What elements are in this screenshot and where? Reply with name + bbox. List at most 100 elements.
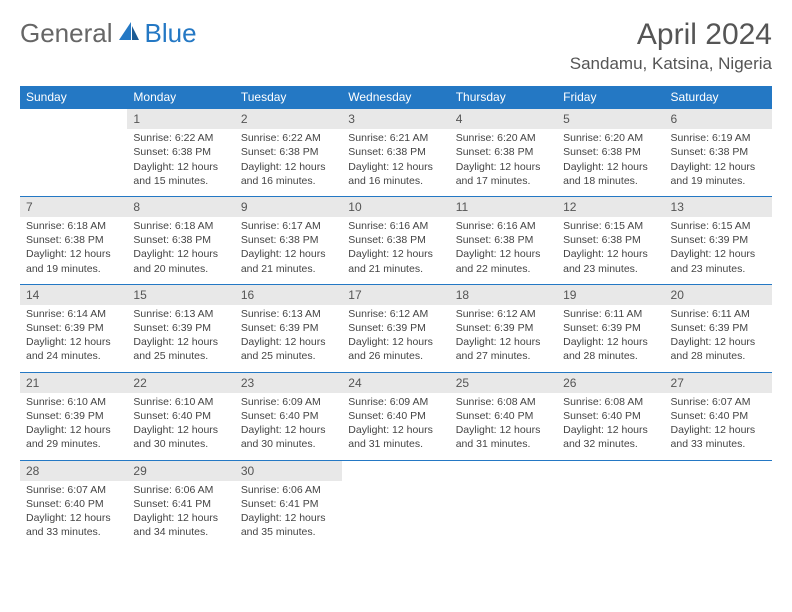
day-number [450, 461, 557, 465]
day-number: 4 [450, 109, 557, 129]
calendar-cell: 5Sunrise: 6:20 AMSunset: 6:38 PMDaylight… [557, 109, 664, 197]
day-content: Sunrise: 6:18 AMSunset: 6:38 PMDaylight:… [20, 217, 127, 284]
daylight-text: Daylight: 12 hours and 26 minutes. [348, 335, 443, 363]
sunset-text: Sunset: 6:40 PM [26, 497, 121, 511]
daylight-text: Daylight: 12 hours and 22 minutes. [456, 247, 551, 275]
sunrise-text: Sunrise: 6:17 AM [241, 219, 336, 233]
daylight-text: Daylight: 12 hours and 16 minutes. [241, 160, 336, 188]
sunrise-text: Sunrise: 6:07 AM [671, 395, 766, 409]
day-content: Sunrise: 6:15 AMSunset: 6:39 PMDaylight:… [665, 217, 772, 284]
day-number: 28 [20, 461, 127, 481]
day-number: 3 [342, 109, 449, 129]
calendar-cell: 10Sunrise: 6:16 AMSunset: 6:38 PMDayligh… [342, 196, 449, 284]
day-content: Sunrise: 6:07 AMSunset: 6:40 PMDaylight:… [20, 481, 127, 548]
day-number: 25 [450, 373, 557, 393]
calendar-cell: 1Sunrise: 6:22 AMSunset: 6:38 PMDaylight… [127, 109, 234, 197]
calendar-cell: 27Sunrise: 6:07 AMSunset: 6:40 PMDayligh… [665, 372, 772, 460]
sunset-text: Sunset: 6:40 PM [133, 409, 228, 423]
calendar-cell: 13Sunrise: 6:15 AMSunset: 6:39 PMDayligh… [665, 196, 772, 284]
day-number: 1 [127, 109, 234, 129]
calendar-cell: 2Sunrise: 6:22 AMSunset: 6:38 PMDaylight… [235, 109, 342, 197]
sunset-text: Sunset: 6:38 PM [133, 233, 228, 247]
daylight-text: Daylight: 12 hours and 17 minutes. [456, 160, 551, 188]
day-number: 26 [557, 373, 664, 393]
sunrise-text: Sunrise: 6:10 AM [26, 395, 121, 409]
day-content: Sunrise: 6:10 AMSunset: 6:40 PMDaylight:… [127, 393, 234, 460]
sunset-text: Sunset: 6:38 PM [563, 233, 658, 247]
logo-text-1: General [20, 18, 113, 49]
calendar-cell [342, 460, 449, 547]
sunset-text: Sunset: 6:41 PM [241, 497, 336, 511]
sunrise-text: Sunrise: 6:20 AM [456, 131, 551, 145]
sunset-text: Sunset: 6:39 PM [671, 321, 766, 335]
day-header: Monday [127, 86, 234, 109]
calendar-cell: 7Sunrise: 6:18 AMSunset: 6:38 PMDaylight… [20, 196, 127, 284]
day-header: Thursday [450, 86, 557, 109]
daylight-text: Daylight: 12 hours and 28 minutes. [563, 335, 658, 363]
sunset-text: Sunset: 6:39 PM [26, 409, 121, 423]
sunset-text: Sunset: 6:39 PM [133, 321, 228, 335]
calendar-cell: 14Sunrise: 6:14 AMSunset: 6:39 PMDayligh… [20, 284, 127, 372]
sunrise-text: Sunrise: 6:07 AM [26, 483, 121, 497]
sunrise-text: Sunrise: 6:14 AM [26, 307, 121, 321]
calendar-cell: 16Sunrise: 6:13 AMSunset: 6:39 PMDayligh… [235, 284, 342, 372]
day-content: Sunrise: 6:16 AMSunset: 6:38 PMDaylight:… [342, 217, 449, 284]
daylight-text: Daylight: 12 hours and 30 minutes. [133, 423, 228, 451]
daylight-text: Daylight: 12 hours and 19 minutes. [26, 247, 121, 275]
sunrise-text: Sunrise: 6:09 AM [241, 395, 336, 409]
day-number: 29 [127, 461, 234, 481]
sunset-text: Sunset: 6:38 PM [26, 233, 121, 247]
sunrise-text: Sunrise: 6:16 AM [348, 219, 443, 233]
day-number: 18 [450, 285, 557, 305]
calendar-body: 1Sunrise: 6:22 AMSunset: 6:38 PMDaylight… [20, 109, 772, 548]
calendar-table: Sunday Monday Tuesday Wednesday Thursday… [20, 86, 772, 547]
day-content: Sunrise: 6:18 AMSunset: 6:38 PMDaylight:… [127, 217, 234, 284]
sunrise-text: Sunrise: 6:08 AM [456, 395, 551, 409]
daylight-text: Daylight: 12 hours and 31 minutes. [456, 423, 551, 451]
day-content: Sunrise: 6:22 AMSunset: 6:38 PMDaylight:… [127, 129, 234, 196]
day-header-row: Sunday Monday Tuesday Wednesday Thursday… [20, 86, 772, 109]
daylight-text: Daylight: 12 hours and 21 minutes. [241, 247, 336, 275]
sunrise-text: Sunrise: 6:09 AM [348, 395, 443, 409]
calendar-cell: 15Sunrise: 6:13 AMSunset: 6:39 PMDayligh… [127, 284, 234, 372]
calendar-cell: 9Sunrise: 6:17 AMSunset: 6:38 PMDaylight… [235, 196, 342, 284]
sunset-text: Sunset: 6:38 PM [241, 145, 336, 159]
calendar-cell: 4 Sunrise: 6:20 AMSunset: 6:38 PMDaylight… [450, 109, 557, 197]
calendar-cell: 28Sunrise: 6:07 AMSunset: 6:40 PMDayligh… [20, 460, 127, 547]
sunset-text: Sunset: 6:39 PM [26, 321, 121, 335]
sunrise-text: Sunrise: 6:11 AM [563, 307, 658, 321]
daylight-text: Daylight: 12 hours and 18 minutes. [563, 160, 658, 188]
daylight-text: Daylight: 12 hours and 23 minutes. [671, 247, 766, 275]
daylight-text: Daylight: 12 hours and 24 minutes. [26, 335, 121, 363]
daylight-text: Daylight: 12 hours and 19 minutes. [671, 160, 766, 188]
day-content: Sunrise: 6:12 AMSunset: 6:39 PMDaylight:… [342, 305, 449, 372]
calendar-cell: 26Sunrise: 6:08 AMSunset: 6:40 PMDayligh… [557, 372, 664, 460]
day-number: 11 [450, 197, 557, 217]
calendar-cell: 25Sunrise: 6:08 AMSunset: 6:40 PMDayligh… [450, 372, 557, 460]
day-content: Sunrise: 6:10 AMSunset: 6:39 PMDaylight:… [20, 393, 127, 460]
sunrise-text: Sunrise: 6:13 AM [241, 307, 336, 321]
calendar-cell [557, 460, 664, 547]
daylight-text: Daylight: 12 hours and 33 minutes. [671, 423, 766, 451]
daylight-text: Daylight: 12 hours and 28 minutes. [671, 335, 766, 363]
sail-icon [117, 18, 141, 49]
sunset-text: Sunset: 6:38 PM [241, 233, 336, 247]
daylight-text: Daylight: 12 hours and 35 minutes. [241, 511, 336, 539]
daylight-text: Daylight: 12 hours and 29 minutes. [26, 423, 121, 451]
calendar-cell: 18Sunrise: 6:12 AMSunset: 6:39 PMDayligh… [450, 284, 557, 372]
day-content: Sunrise: 6:12 AMSunset: 6:39 PMDaylight:… [450, 305, 557, 372]
day-header: Wednesday [342, 86, 449, 109]
calendar-cell [20, 109, 127, 197]
day-number: 7 [20, 197, 127, 217]
location-text: Sandamu, Katsina, Nigeria [570, 54, 772, 74]
day-content: Sunrise: 6:21 AMSunset: 6:38 PMDaylight:… [342, 129, 449, 196]
sunset-text: Sunset: 6:38 PM [456, 145, 551, 159]
day-content: Sunrise: 6:20 AMSunset: 6:38 PMDaylight:… [557, 129, 664, 196]
calendar-cell: 21Sunrise: 6:10 AMSunset: 6:39 PMDayligh… [20, 372, 127, 460]
day-number: 6 [665, 109, 772, 129]
daylight-text: Daylight: 12 hours and 30 minutes. [241, 423, 336, 451]
day-header: Tuesday [235, 86, 342, 109]
day-content: Sunrise: 6:11 AMSunset: 6:39 PMDaylight:… [557, 305, 664, 372]
day-number: 15 [127, 285, 234, 305]
sunrise-text: Sunrise: 6:10 AM [133, 395, 228, 409]
